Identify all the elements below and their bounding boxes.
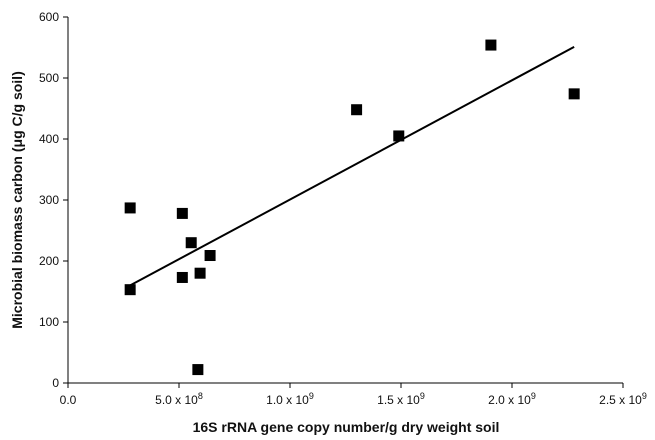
- x-axis-ticks: 0.0 5.0 x 108 1.0 x 109 1.5 x 109 2.0 x 109 2…: [60, 383, 647, 407]
- data-point: [124, 202, 136, 214]
- x-tick-label: 5.0 x 108: [155, 391, 203, 407]
- y-tick-label: 100: [39, 315, 59, 329]
- x-tick-label: 0.0: [60, 393, 77, 407]
- data-point: [204, 250, 216, 262]
- data-point: [393, 130, 405, 142]
- y-tick-label: 500: [39, 71, 59, 85]
- x-tick-label: 2.5 x 109: [599, 391, 647, 407]
- x-tick-label: 1.0 x 109: [266, 391, 314, 407]
- y-axis-ticks: 0 100 200 300 400 500 600: [39, 10, 68, 390]
- y-tick-label: 600: [39, 10, 59, 24]
- data-point: [194, 267, 206, 279]
- y-tick-label: 300: [39, 193, 59, 207]
- y-tick-label: 0: [52, 376, 59, 390]
- data-point: [185, 237, 197, 249]
- data-point: [176, 271, 188, 283]
- data-point: [568, 88, 580, 100]
- data-point: [176, 207, 188, 219]
- data-point: [124, 284, 136, 296]
- y-axis-title: Microbial biomass carbon (μg C/g soil): [9, 71, 25, 329]
- y-tick-label: 200: [39, 254, 59, 268]
- x-tick-label: 1.5 x 109: [377, 391, 425, 407]
- x-tick-label: 2.0 x 109: [488, 391, 536, 407]
- data-point: [192, 364, 204, 376]
- data-point: [485, 39, 497, 51]
- trendline: [129, 46, 575, 287]
- data-points: [124, 39, 580, 376]
- y-tick-label: 400: [39, 132, 59, 146]
- x-axis-title: 16S rRNA gene copy number/g dry weight s…: [193, 419, 500, 435]
- data-point: [351, 104, 363, 116]
